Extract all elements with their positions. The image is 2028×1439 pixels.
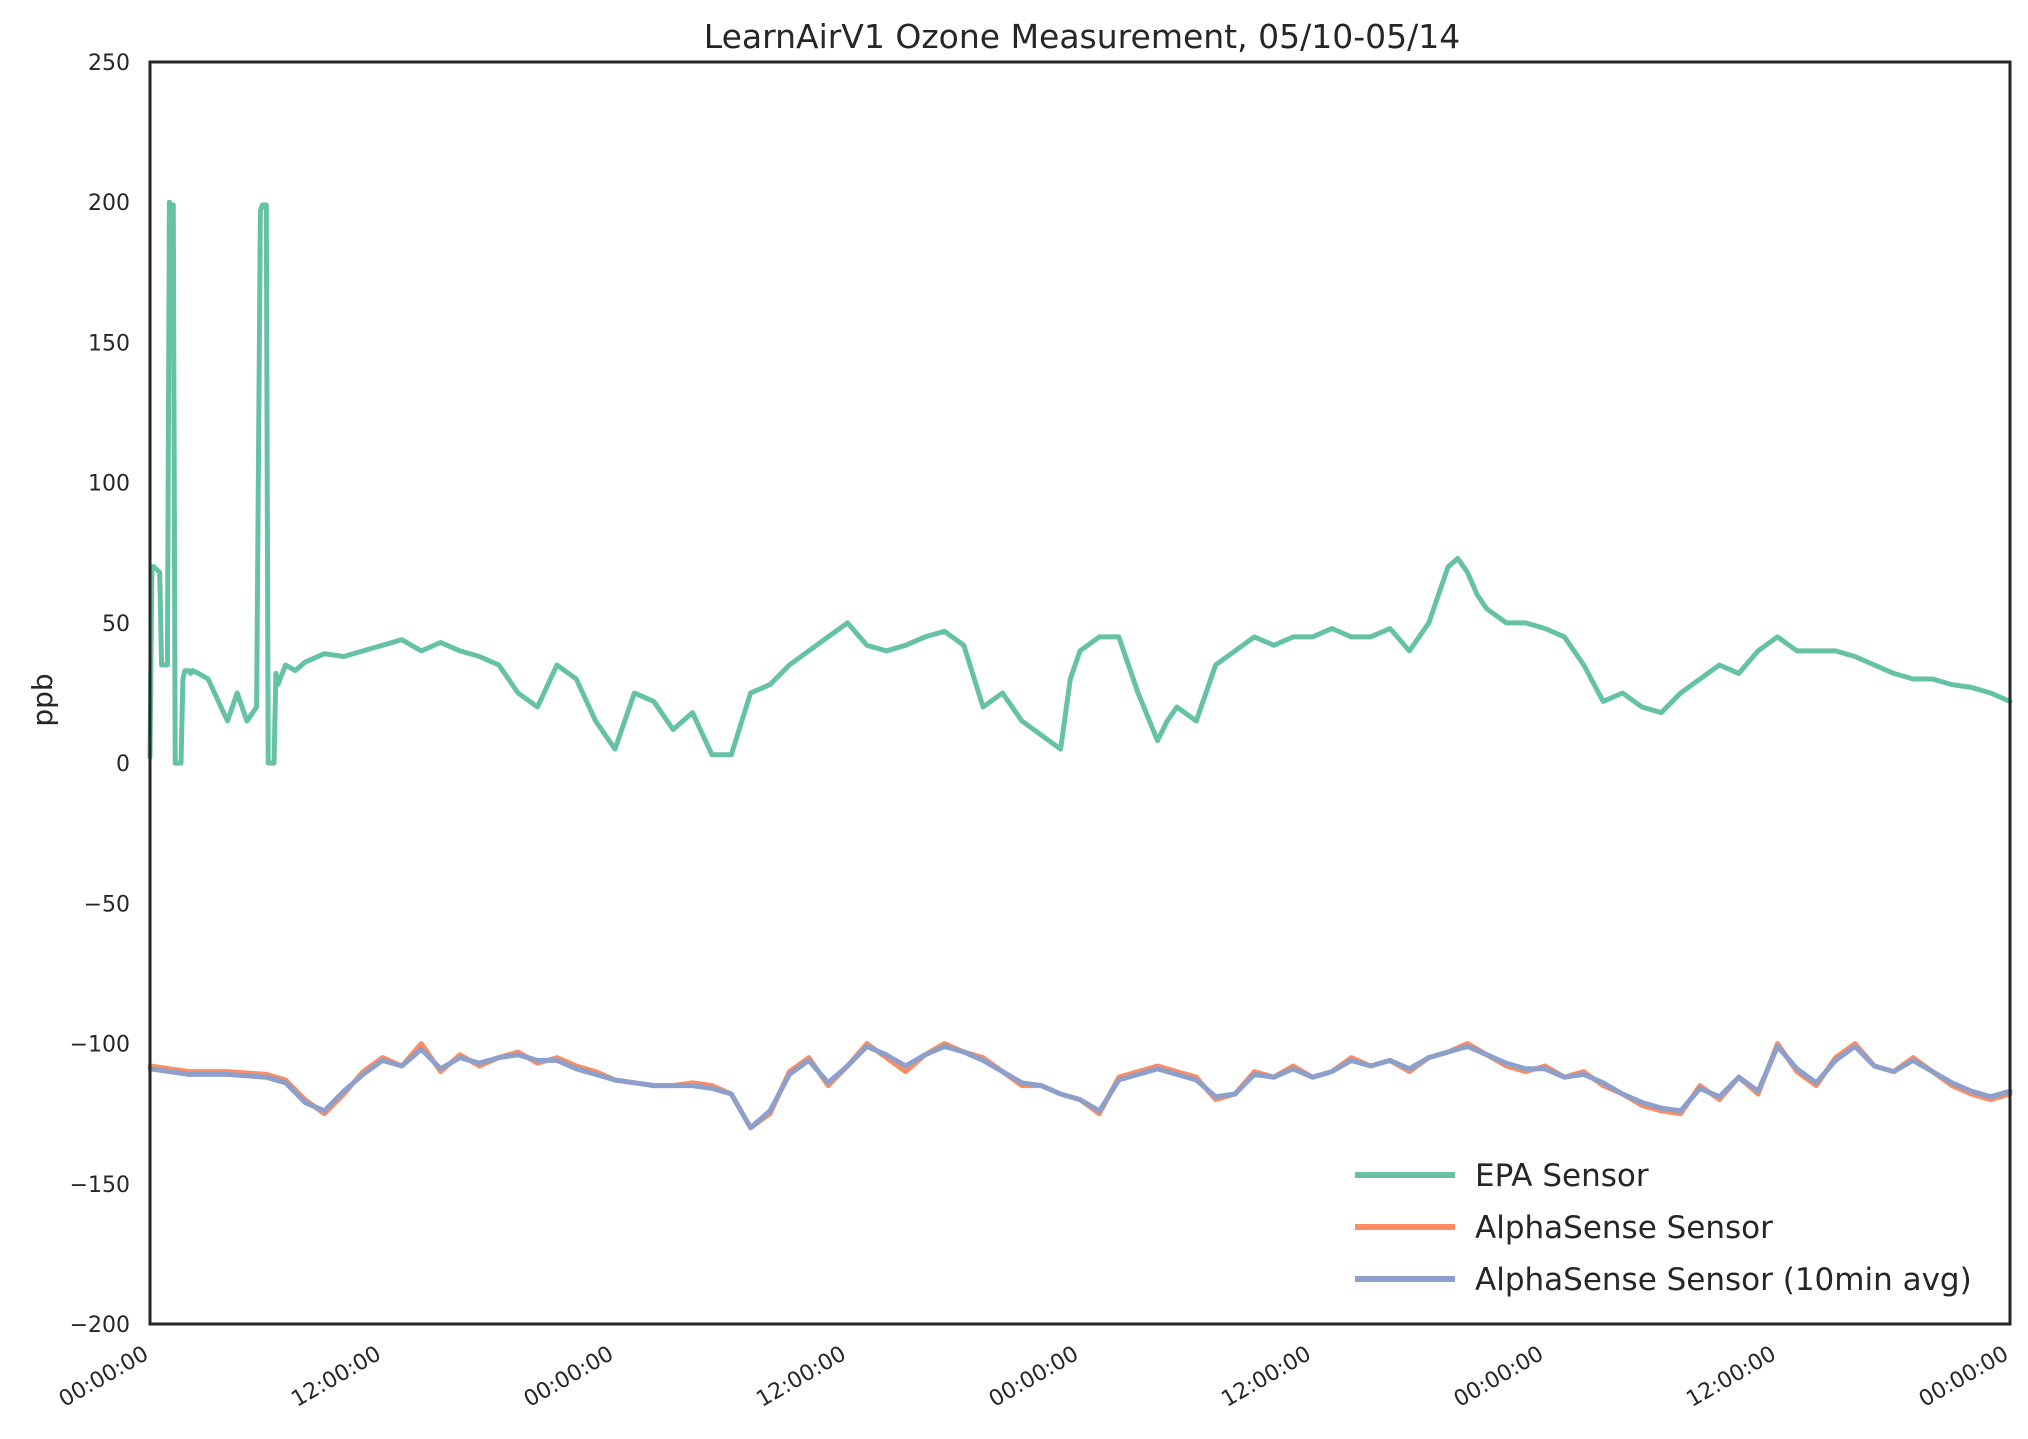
y-tick-label: −100 [70,1033,130,1058]
y-tick-label: 250 [88,51,130,76]
y-tick-label: 0 [116,752,130,777]
plot-frame [148,60,2012,1326]
y-tick-label: −50 [84,892,130,917]
y-tick-label: 150 [88,331,130,356]
y-tick-label: 200 [88,191,130,216]
series-layer [147,199,2013,1131]
y-ticks: 250 200 150 100 50 0 −50 −100 −150 −200 [70,51,130,1338]
y-tick-label: 50 [102,612,130,637]
chart-title: LearnAirV1 Ozone Measurement, 05/10-05/1… [704,17,1460,56]
x-tick-label: 00:00:00 [55,1342,153,1413]
legend-label-1: EPA Sensor [1475,1158,1649,1194]
x-tick-label: 12:00:00 [752,1342,850,1413]
series-line-3 [147,1043,2013,1131]
legend-label-2: AlphaSense Sensor [1475,1210,1773,1246]
x-tick-label: 12:00:00 [287,1342,385,1413]
x-tick-label: 12:00:00 [1217,1342,1315,1413]
series-line-1 [147,199,2013,766]
x-tick-label: 00:00:00 [1450,1342,1548,1413]
y-tick-label: 100 [88,472,130,497]
y-tick-label: −200 [70,1313,130,1338]
legend-label-3: AlphaSense Sensor (10min avg) [1475,1262,1972,1298]
x-tick-label: 00:00:00 [985,1342,1083,1413]
y-tick-label: −150 [70,1173,130,1198]
y-axis-label: ppb [26,673,59,726]
legend: EPA Sensor AlphaSense Sensor AlphaSense Se… [1355,1158,1972,1298]
x-tick-label: 00:00:00 [1915,1342,2013,1413]
x-ticks: 00:00:00 12:00:00 00:00:00 12:00:00 00:00:00… [55,1342,2013,1413]
x-tick-label: 00:00:00 [520,1342,618,1413]
x-tick-label: 12:00:00 [1682,1342,1780,1413]
